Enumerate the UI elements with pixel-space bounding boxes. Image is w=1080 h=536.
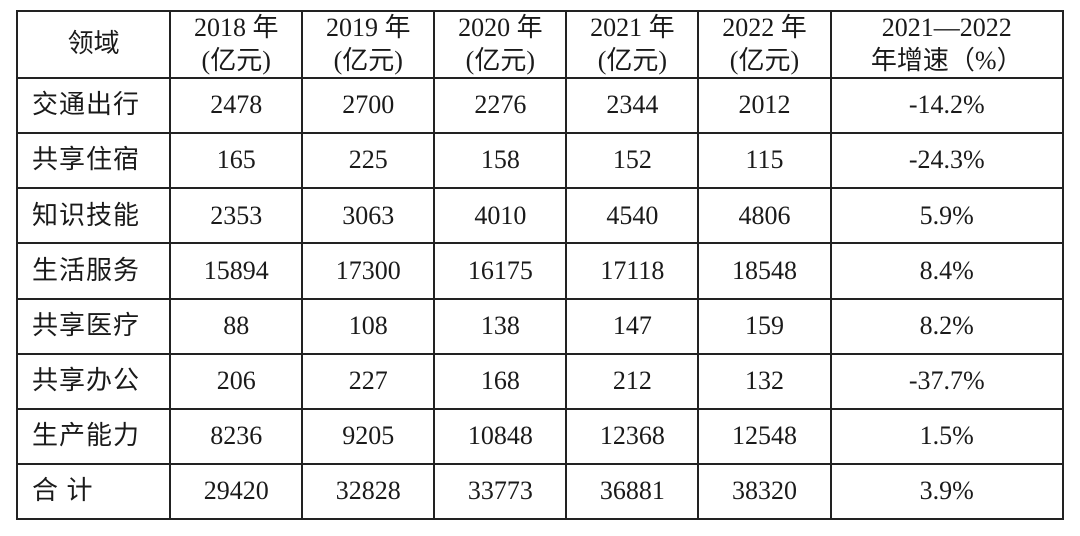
cell-y2018: 88 — [170, 299, 302, 354]
cell-y2021: 4540 — [566, 188, 698, 243]
col-header-field-l1: 领域 — [68, 29, 120, 58]
table-row: 交通出行24782700227623442012-14.2% — [17, 78, 1063, 133]
cell-rate: -37.7% — [831, 354, 1064, 409]
cell-y2022: 38320 — [698, 464, 830, 519]
cell-y2018: 8236 — [170, 409, 302, 464]
cell-y2019: 227 — [302, 354, 434, 409]
table-row: 共享住宿165225158152115-24.3% — [17, 133, 1063, 188]
col-header-2020-l1: 2020 年 — [458, 13, 543, 42]
cell-field: 共享办公 — [17, 354, 170, 409]
cell-field: 交通出行 — [17, 78, 170, 133]
col-header-2022-l2: (亿元) — [730, 46, 799, 75]
cell-y2022: 12548 — [698, 409, 830, 464]
cell-y2020: 4010 — [434, 188, 566, 243]
col-header-rate: 2021—2022 年增速（%） — [831, 11, 1064, 78]
cell-y2019: 3063 — [302, 188, 434, 243]
cell-y2020: 158 — [434, 133, 566, 188]
table-row: 知识技能235330634010454048065.9% — [17, 188, 1063, 243]
col-header-2019-l2: (亿元) — [334, 46, 403, 75]
cell-rate: 3.9% — [831, 464, 1064, 519]
cell-rate: 1.5% — [831, 409, 1064, 464]
col-header-rate-l1: 2021—2022 — [882, 13, 1012, 42]
cell-y2020: 33773 — [434, 464, 566, 519]
table-body: 交通出行24782700227623442012-14.2%共享住宿165225… — [17, 78, 1063, 519]
cell-field: 共享医疗 — [17, 299, 170, 354]
cell-field: 知识技能 — [17, 188, 170, 243]
cell-rate: 5.9% — [831, 188, 1064, 243]
cell-rate: -24.3% — [831, 133, 1064, 188]
cell-y2022: 132 — [698, 354, 830, 409]
cell-y2019: 108 — [302, 299, 434, 354]
col-header-2022-l1: 2022 年 — [722, 13, 807, 42]
col-header-2019: 2019 年 (亿元) — [302, 11, 434, 78]
col-header-2018-l1: 2018 年 — [194, 13, 279, 42]
cell-y2021: 152 — [566, 133, 698, 188]
col-header-2020: 2020 年 (亿元) — [434, 11, 566, 78]
cell-y2018: 2353 — [170, 188, 302, 243]
col-header-rate-l2: 年增速（%） — [871, 46, 1023, 75]
col-header-field: 领域 — [17, 11, 170, 78]
col-header-2021-l1: 2021 年 — [590, 13, 675, 42]
col-header-2018-l2: (亿元) — [202, 46, 271, 75]
table-row: 共享医疗881081381471598.2% — [17, 299, 1063, 354]
col-header-2021: 2021 年 (亿元) — [566, 11, 698, 78]
cell-field: 生活服务 — [17, 243, 170, 298]
cell-field: 生产能力 — [17, 409, 170, 464]
cell-y2020: 138 — [434, 299, 566, 354]
cell-y2021: 12368 — [566, 409, 698, 464]
cell-y2022: 4806 — [698, 188, 830, 243]
cell-rate: 8.4% — [831, 243, 1064, 298]
cell-y2022: 18548 — [698, 243, 830, 298]
cell-y2019: 9205 — [302, 409, 434, 464]
cell-y2020: 16175 — [434, 243, 566, 298]
cell-y2022: 115 — [698, 133, 830, 188]
cell-y2019: 17300 — [302, 243, 434, 298]
cell-y2020: 10848 — [434, 409, 566, 464]
cell-y2018: 15894 — [170, 243, 302, 298]
cell-y2021: 17118 — [566, 243, 698, 298]
table-row: 生产能力823692051084812368125481.5% — [17, 409, 1063, 464]
cell-y2020: 168 — [434, 354, 566, 409]
cell-y2021: 212 — [566, 354, 698, 409]
cell-rate: -14.2% — [831, 78, 1064, 133]
cell-y2022: 159 — [698, 299, 830, 354]
col-header-2019-l1: 2019 年 — [326, 13, 411, 42]
cell-y2018: 165 — [170, 133, 302, 188]
table-row-total: 合 计29420328283377336881383203.9% — [17, 464, 1063, 519]
cell-y2021: 36881 — [566, 464, 698, 519]
cell-y2019: 32828 — [302, 464, 434, 519]
sharing-economy-table: 领域 2018 年 (亿元) 2019 年 (亿元) 2020 年 (亿元) 2… — [16, 10, 1064, 520]
cell-y2018: 206 — [170, 354, 302, 409]
cell-y2018: 2478 — [170, 78, 302, 133]
cell-y2022: 2012 — [698, 78, 830, 133]
cell-y2021: 2344 — [566, 78, 698, 133]
col-header-2022: 2022 年 (亿元) — [698, 11, 830, 78]
cell-field: 共享住宿 — [17, 133, 170, 188]
col-header-2018: 2018 年 (亿元) — [170, 11, 302, 78]
col-header-2021-l2: (亿元) — [598, 46, 667, 75]
cell-y2019: 225 — [302, 133, 434, 188]
cell-y2020: 2276 — [434, 78, 566, 133]
cell-field: 合 计 — [17, 464, 170, 519]
table-row: 共享办公206227168212132-37.7% — [17, 354, 1063, 409]
table-row: 生活服务15894173001617517118185488.4% — [17, 243, 1063, 298]
table-header-row: 领域 2018 年 (亿元) 2019 年 (亿元) 2020 年 (亿元) 2… — [17, 11, 1063, 78]
cell-rate: 8.2% — [831, 299, 1064, 354]
cell-y2018: 29420 — [170, 464, 302, 519]
cell-y2019: 2700 — [302, 78, 434, 133]
col-header-2020-l2: (亿元) — [466, 46, 535, 75]
cell-y2021: 147 — [566, 299, 698, 354]
